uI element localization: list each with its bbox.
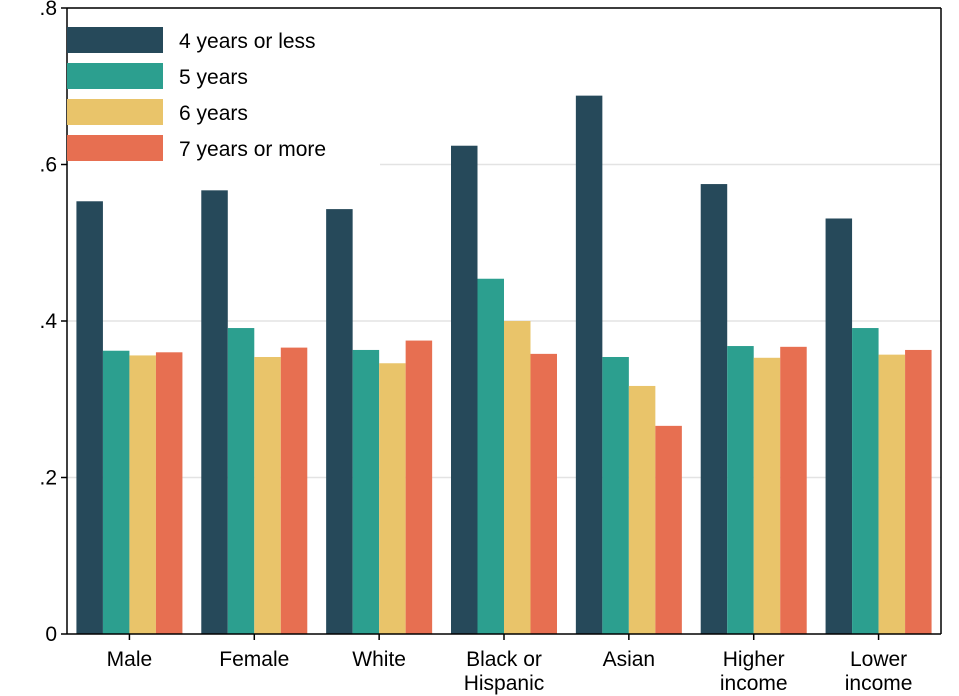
bar <box>700 184 728 634</box>
bar <box>878 354 906 634</box>
y-tick-label: .6 <box>39 154 57 177</box>
bar <box>155 352 183 634</box>
bar <box>727 346 754 634</box>
bar <box>628 385 656 634</box>
bar <box>780 346 807 634</box>
bar <box>825 218 853 634</box>
y-tick-label: .2 <box>39 467 57 490</box>
y-tick-label: .4 <box>39 310 57 333</box>
x-tick-label: White <box>352 648 406 671</box>
legend-label: 4 years or less <box>179 30 316 53</box>
x-tick-label: Black or <box>466 648 542 671</box>
bar <box>326 209 353 635</box>
bar <box>504 321 531 634</box>
legend-swatch <box>67 27 163 53</box>
x-tick-label: Male <box>107 648 153 671</box>
x-tick-label: Lower <box>850 648 907 671</box>
bar <box>405 340 433 634</box>
x-tick-label: Female <box>219 648 289 671</box>
bar <box>352 349 380 634</box>
legend-swatch <box>67 63 163 89</box>
bar <box>451 145 478 634</box>
bar <box>575 95 603 634</box>
y-tick-label: 0 <box>45 623 57 646</box>
bar <box>905 349 932 634</box>
legend-label: 6 years <box>179 102 248 125</box>
bar <box>280 347 308 634</box>
bar <box>753 357 781 634</box>
y-tick-labels: 0 .2 .4 .6 .8 <box>39 0 57 646</box>
x-tick-label: Hispanic <box>464 672 545 695</box>
bar <box>379 363 406 634</box>
bar <box>227 328 255 634</box>
bar <box>655 425 682 634</box>
bar <box>530 353 557 634</box>
y-tick-label: .8 <box>39 0 57 20</box>
x-tick-label: income <box>720 672 788 695</box>
bar <box>76 201 103 634</box>
bar <box>254 356 281 634</box>
x-tick-label: income <box>845 672 913 695</box>
bar <box>602 356 629 634</box>
legend-swatch <box>67 99 163 125</box>
legend: 4 years or less 5 years 6 years 7 years or … <box>67 9 380 174</box>
bar <box>102 350 130 634</box>
bar <box>477 278 504 634</box>
bar <box>852 328 879 634</box>
bars <box>76 95 932 635</box>
x-tick-label: Asian <box>603 648 656 671</box>
x-tick-label: Higher <box>723 648 785 671</box>
legend-swatch <box>67 135 163 161</box>
legend-label: 7 years or more <box>179 138 326 161</box>
bar <box>201 190 228 634</box>
legend-label: 5 years <box>179 66 248 89</box>
bar <box>129 355 156 634</box>
